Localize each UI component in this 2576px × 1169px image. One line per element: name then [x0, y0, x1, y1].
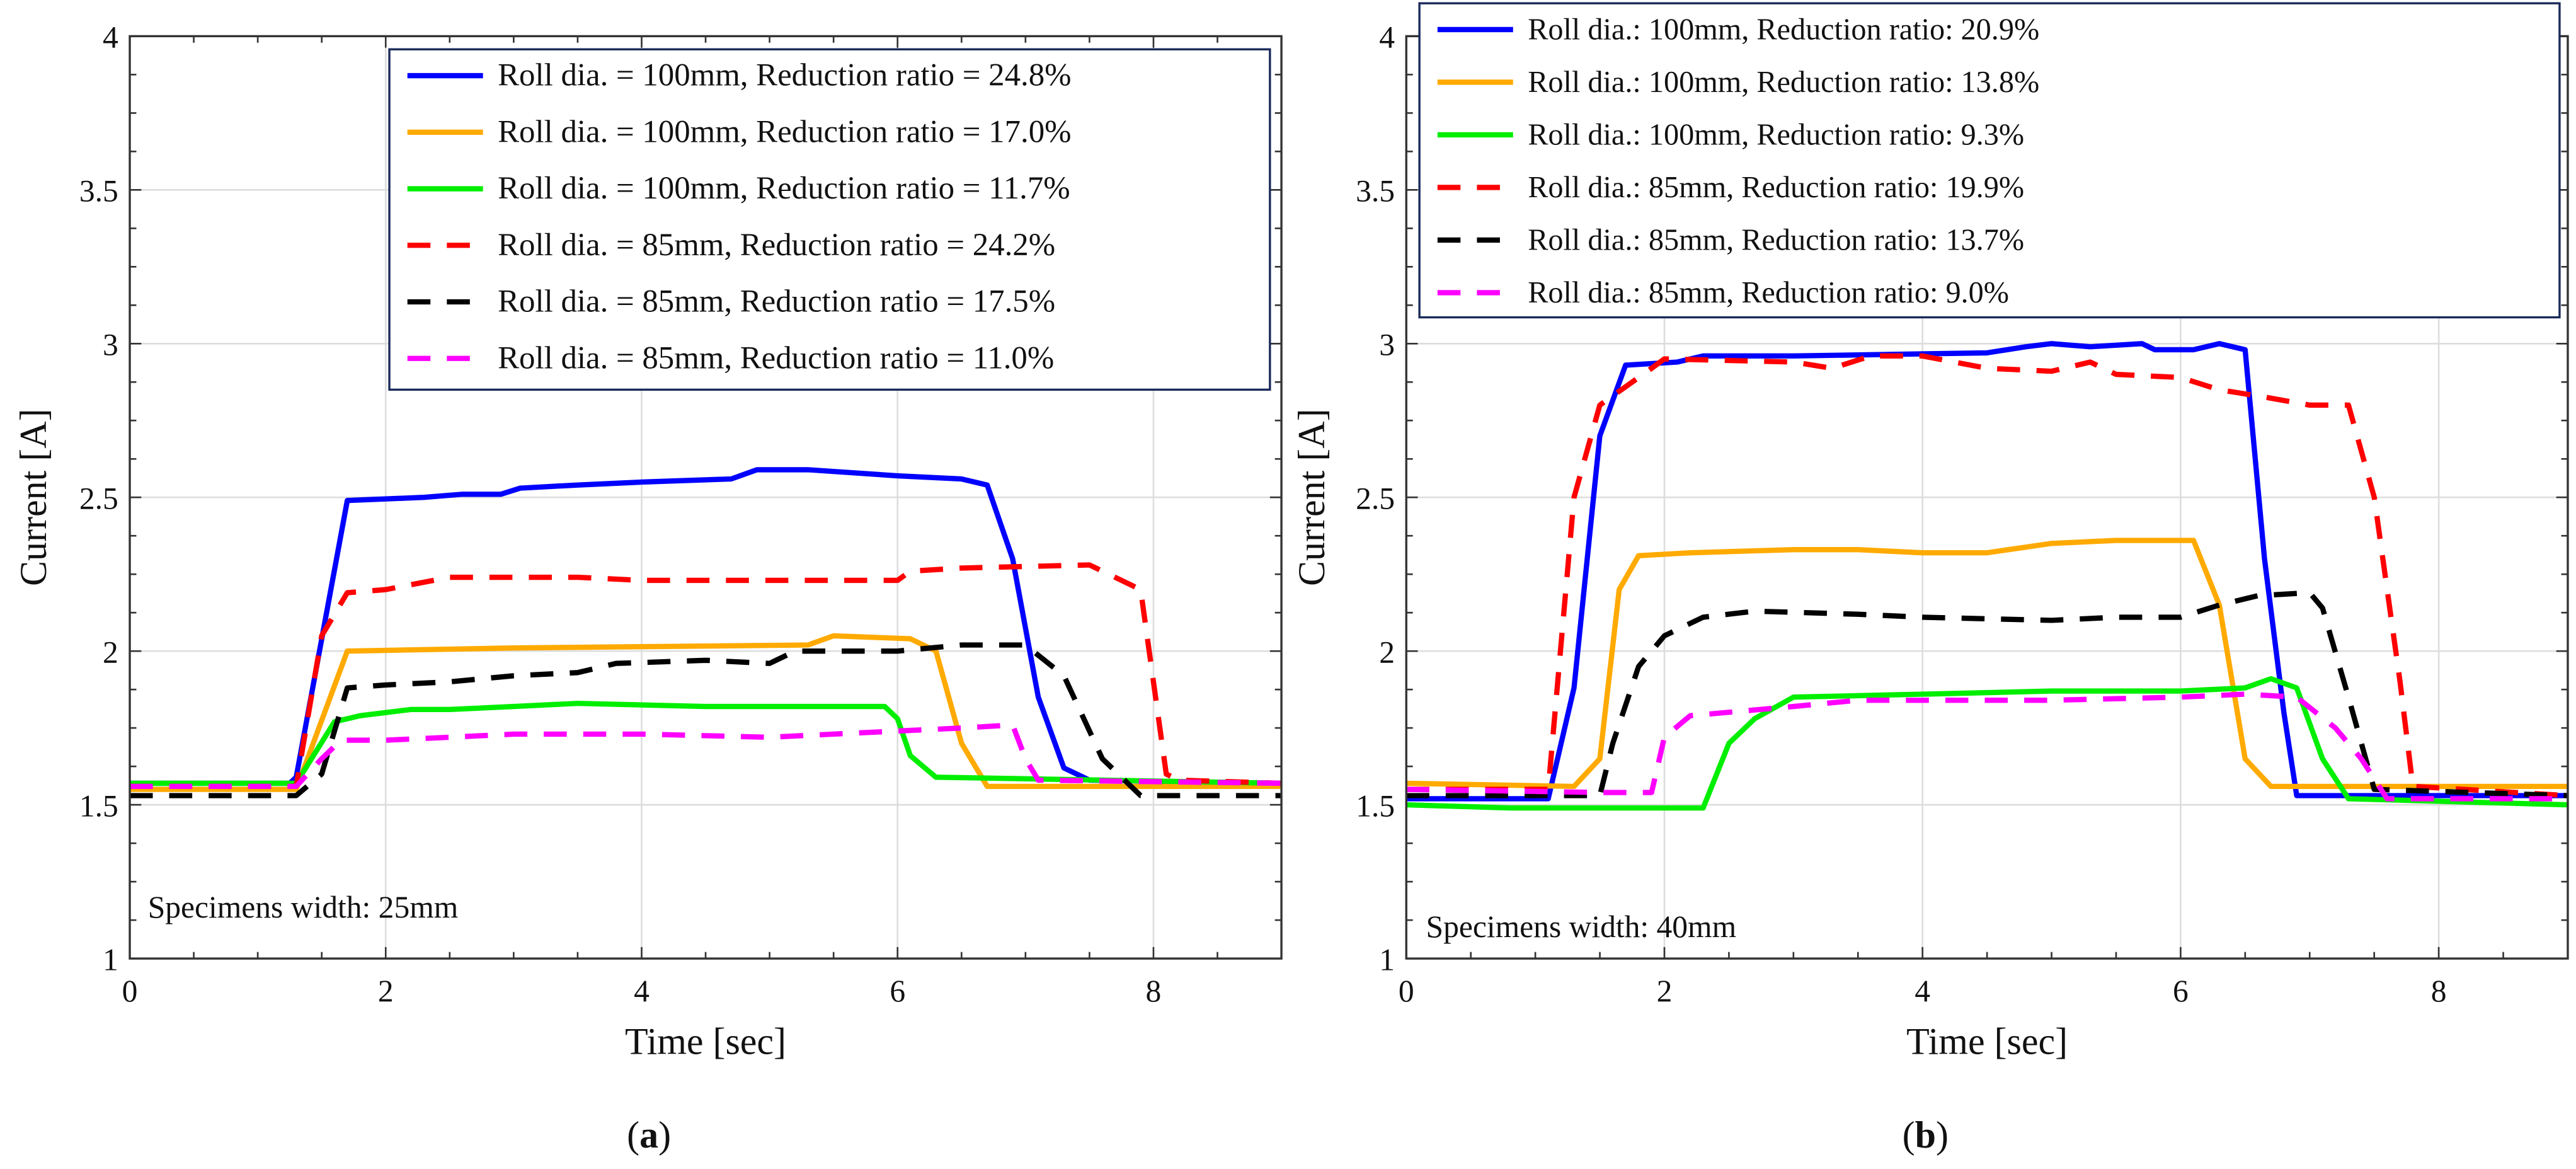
y-tick-label: 2.5 [1356, 481, 1395, 515]
legend-entry: Roll dia. = 100mm, Reduction ratio = 17.… [498, 114, 1071, 149]
y-tick-label: 1 [1379, 942, 1395, 977]
y-axis-label: Current [A] [13, 408, 54, 586]
caption-close-paren: ) [658, 1114, 671, 1156]
caption-close-paren: ) [1936, 1114, 1949, 1156]
x-tick-label: 8 [1146, 974, 1162, 1008]
y-tick-label: 2 [103, 635, 118, 669]
x-axis-label: Time [sec] [625, 1020, 786, 1062]
legend-entry: Roll dia.: 100mm, Reduction ratio: 9.3% [1528, 118, 2024, 152]
x-tick-label: 4 [1915, 974, 1930, 1008]
series-line-red [1406, 353, 2568, 798]
series-line-magenta [1406, 691, 2568, 802]
legend-entry: Roll dia.: 85mm, Reduction ratio: 13.7% [1528, 224, 2024, 257]
legend-entry: Roll dia.: 85mm, Reduction ratio: 9.0% [1528, 276, 2009, 309]
series-line-orange [130, 633, 1282, 792]
x-tick-label: 6 [890, 974, 905, 1008]
y-tick-label: 3 [103, 328, 118, 362]
legend-entry: Roll dia.: 100mm, Reduction ratio: 20.9% [1528, 13, 2039, 47]
series-line-black [1406, 590, 2568, 798]
x-tick-label: 0 [122, 974, 138, 1008]
y-tick-label: 3.5 [79, 174, 118, 209]
specimen-width-annotation: Specimens width: 40mm [1426, 909, 1737, 944]
y-tick-label: 2 [1379, 635, 1395, 669]
x-axis-label: Time [sec] [1906, 1020, 2068, 1062]
y-tick-label: 4 [103, 20, 118, 55]
subfigure-caption: (b) [1903, 1114, 1949, 1156]
y-tick-label: 1.5 [1356, 788, 1395, 823]
legend-box [1418, 2, 2561, 319]
chart-a: 0 2 4 6 8 1 1.5 2 2.5 3 3.5 4 Time [sec] Current [A] S… [13, 20, 1283, 1156]
y-tick-label: 4 [1379, 20, 1395, 55]
x-tick-label: 2 [378, 974, 394, 1008]
legend-box [388, 48, 1271, 391]
legend: Roll dia.: 100mm, Reduction ratio: 20.9%… [1418, 2, 2561, 319]
caption-open-paren: ( [627, 1114, 639, 1156]
y-tick-label: 3.5 [1356, 174, 1395, 209]
series-line-blue [1406, 341, 2568, 802]
legend-entry: Roll dia. = 100mm, Reduction ratio = 24.… [498, 58, 1071, 93]
caption-open-paren: ( [1903, 1114, 1915, 1156]
y-tick-label: 3 [1379, 328, 1395, 362]
x-tick-label: 6 [2173, 974, 2189, 1008]
legend-entry: Roll dia.: 100mm, Reduction ratio: 13.8% [1528, 66, 2039, 99]
series-line-magenta [130, 722, 1282, 790]
series-line-black [130, 642, 1282, 798]
series-line-red [130, 562, 1282, 790]
x-tick-label: 4 [634, 974, 650, 1008]
series-line-green [1406, 676, 2568, 811]
series-line-blue [130, 467, 1282, 786]
y-tick-label: 2.5 [79, 481, 118, 515]
plot-frame [129, 35, 1283, 960]
caption-letter: a [639, 1114, 658, 1156]
y-tick-label: 1.5 [79, 788, 118, 823]
legend-entry: Roll dia. = 85mm, Reduction ratio = 24.2… [498, 227, 1055, 263]
legend: Roll dia. = 100mm, Reduction ratio = 24.… [388, 48, 1271, 391]
x-tick-label: 2 [1657, 974, 1673, 1008]
series-line-orange [1406, 538, 2568, 790]
x-tick-label: 0 [1399, 974, 1414, 1008]
specimen-width-annotation: Specimens width: 25mm [148, 890, 459, 924]
legend-entry: Roll dia.: 85mm, Reduction ratio: 19.9% [1528, 171, 2024, 204]
subfigure-caption: (a) [627, 1114, 671, 1156]
x-tick-label: 8 [2431, 974, 2447, 1008]
legend-entry: Roll dia. = 85mm, Reduction ratio = 11.0… [498, 340, 1054, 376]
legend-entry: Roll dia. = 85mm, Reduction ratio = 17.5… [498, 284, 1055, 320]
legend-entry: Roll dia. = 100mm, Reduction ratio = 11.… [498, 171, 1070, 206]
y-axis-label: Current [A] [1291, 408, 1332, 586]
caption-letter: b [1915, 1114, 1936, 1156]
chart-b: 0 2 4 6 8 1 1.5 2 2.5 3 3.5 4 Time [sec] Current [A] S… [1291, 2, 2569, 1156]
y-tick-label: 1 [103, 942, 118, 977]
